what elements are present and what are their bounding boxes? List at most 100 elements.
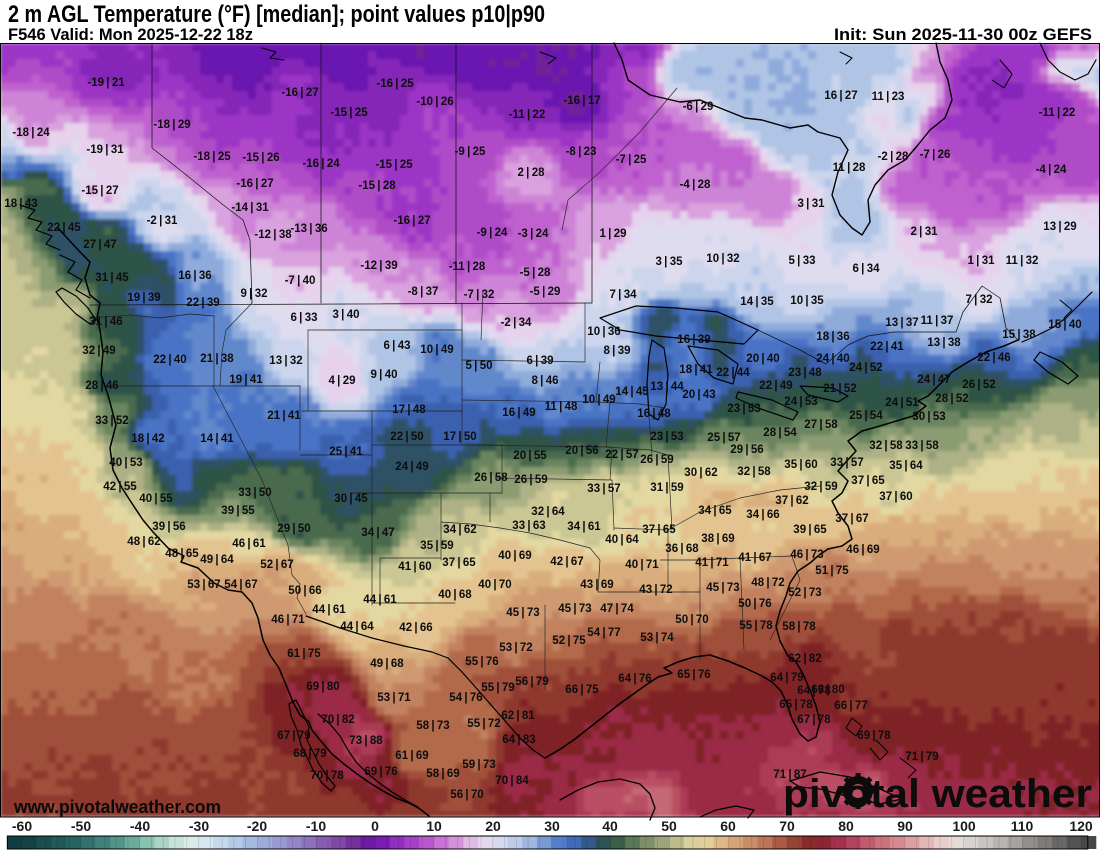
svg-text:35 | 60: 35 | 60: [784, 459, 817, 471]
svg-text:64 | 83: 64 | 83: [502, 734, 535, 746]
svg-text:40 | 69: 40 | 69: [498, 550, 531, 562]
svg-text:37 | 65: 37 | 65: [442, 557, 476, 569]
svg-text:-4 | 28: -4 | 28: [680, 179, 711, 191]
svg-text:-19 | 21: -19 | 21: [87, 77, 125, 89]
svg-text:-15 | 26: -15 | 26: [242, 152, 279, 164]
svg-text:18 | 43: 18 | 43: [4, 198, 37, 210]
svg-text:25 | 57: 25 | 57: [707, 432, 740, 444]
svg-text:14 | 45: 14 | 45: [615, 386, 649, 398]
svg-text:-50: -50: [71, 818, 91, 834]
svg-text:41 | 60: 41 | 60: [398, 561, 431, 573]
svg-text:5 | 50: 5 | 50: [465, 360, 492, 372]
svg-text:-16 | 27: -16 | 27: [281, 87, 318, 99]
svg-text:20: 20: [485, 818, 501, 834]
svg-text:15 | 40: 15 | 40: [1048, 319, 1081, 331]
svg-text:71 | 87: 71 | 87: [773, 769, 806, 781]
svg-text:-4 | 24: -4 | 24: [1036, 164, 1067, 176]
svg-text:10 | 36: 10 | 36: [587, 326, 620, 338]
svg-text:17 | 48: 17 | 48: [392, 404, 426, 416]
svg-text:16 | 36: 16 | 36: [178, 270, 211, 282]
svg-text:15 | 38: 15 | 38: [1002, 329, 1036, 341]
svg-text:33 | 50: 33 | 50: [238, 487, 271, 499]
svg-text:47 | 74: 47 | 74: [600, 603, 634, 615]
svg-text:43 | 69: 43 | 69: [580, 579, 613, 591]
svg-text:29 | 56: 29 | 56: [730, 444, 763, 456]
svg-text:33 | 63: 33 | 63: [512, 520, 545, 532]
svg-text:14 | 41: 14 | 41: [200, 433, 234, 445]
svg-text:-16 | 25: -16 | 25: [376, 78, 414, 90]
svg-text:30 | 53: 30 | 53: [912, 411, 945, 423]
svg-text:20 | 56: 20 | 56: [565, 445, 598, 457]
svg-text:69 | 80: 69 | 80: [306, 681, 339, 693]
svg-text:22 | 40: 22 | 40: [153, 354, 186, 366]
svg-text:17 | 50: 17 | 50: [443, 431, 476, 443]
svg-text:-60: -60: [12, 818, 32, 834]
svg-text:54 | 76: 54 | 76: [449, 692, 482, 704]
svg-text:41 | 67: 41 | 67: [738, 552, 771, 564]
svg-text:-40: -40: [130, 818, 150, 834]
svg-text:2 | 31: 2 | 31: [910, 226, 938, 238]
svg-text:110: 110: [1011, 818, 1034, 834]
svg-text:40 | 70: 40 | 70: [478, 579, 511, 591]
svg-text:-9 | 24: -9 | 24: [477, 227, 508, 239]
svg-text:37 | 67: 37 | 67: [835, 513, 868, 525]
svg-text:7 | 32: 7 | 32: [965, 294, 992, 306]
svg-text:www.pivotalweather.com: www.pivotalweather.com: [13, 797, 221, 817]
svg-text:39 | 56: 39 | 56: [152, 521, 185, 533]
svg-text:22 | 57: 22 | 57: [605, 449, 638, 461]
svg-text:40 | 64: 40 | 64: [605, 534, 639, 546]
svg-text:26 | 52: 26 | 52: [962, 379, 995, 391]
svg-text:-7 | 40: -7 | 40: [285, 275, 316, 287]
svg-text:16 | 48: 16 | 48: [637, 408, 671, 420]
svg-text:26 | 58: 26 | 58: [474, 472, 508, 484]
svg-text:6 | 34: 6 | 34: [852, 263, 880, 275]
svg-text:53 | 72: 53 | 72: [499, 642, 532, 654]
svg-text:-16 | 24: -16 | 24: [302, 158, 340, 170]
svg-text:22 | 45: 22 | 45: [47, 222, 81, 234]
svg-text:62 | 81: 62 | 81: [501, 710, 535, 722]
svg-text:2 | 28: 2 | 28: [517, 167, 545, 179]
svg-text:18 | 41: 18 | 41: [679, 364, 713, 376]
svg-text:42 | 66: 42 | 66: [399, 622, 432, 634]
svg-text:28 | 46: 28 | 46: [85, 380, 118, 392]
svg-text:55 | 76: 55 | 76: [465, 656, 498, 668]
svg-text:66 | 77: 66 | 77: [834, 700, 867, 712]
svg-text:10: 10: [426, 818, 442, 834]
svg-text:22 | 50: 22 | 50: [390, 431, 423, 443]
svg-text:65 | 78: 65 | 78: [779, 699, 813, 711]
svg-text:18 | 42: 18 | 42: [131, 433, 164, 445]
svg-text:39 | 55: 39 | 55: [221, 505, 255, 517]
svg-text:34 | 61: 34 | 61: [567, 521, 601, 533]
svg-text:3 | 35: 3 | 35: [655, 256, 683, 268]
svg-text:-10: -10: [306, 818, 326, 834]
svg-text:21 | 52: 21 | 52: [823, 383, 856, 395]
svg-text:10 | 49: 10 | 49: [582, 394, 615, 406]
svg-text:29 | 50: 29 | 50: [277, 523, 310, 535]
svg-text:8 | 46: 8 | 46: [531, 375, 558, 387]
svg-text:13 | 44: 13 | 44: [650, 381, 684, 393]
svg-text:10 | 32: 10 | 32: [706, 253, 739, 265]
svg-text:48 | 65: 48 | 65: [165, 548, 199, 560]
svg-text:27 | 47: 27 | 47: [83, 239, 116, 251]
svg-text:1 | 31: 1 | 31: [967, 255, 995, 267]
svg-text:13 | 37: 13 | 37: [885, 317, 918, 329]
svg-text:64 | 78: 64 | 78: [797, 685, 831, 697]
svg-text:120: 120: [1069, 818, 1093, 834]
svg-text:49 | 64: 49 | 64: [200, 554, 234, 566]
svg-text:2 m AGL Temperature (°F) [medi: 2 m AGL Temperature (°F) [median]; point…: [8, 1, 545, 28]
svg-text:46 | 71: 46 | 71: [271, 614, 305, 626]
svg-text:33 | 57: 33 | 57: [830, 457, 863, 469]
svg-text:10 | 49: 10 | 49: [420, 344, 453, 356]
svg-text:32 | 58: 32 | 58: [869, 440, 903, 452]
svg-text:9 | 32: 9 | 32: [240, 288, 267, 300]
svg-text:80: 80: [838, 818, 854, 834]
svg-text:pivotal weather: pivotal weather: [783, 772, 1092, 816]
svg-text:-13 | 36: -13 | 36: [290, 223, 327, 235]
svg-text:67 | 78: 67 | 78: [797, 714, 831, 726]
svg-text:38 | 69: 38 | 69: [701, 533, 734, 545]
svg-text:-7 | 32: -7 | 32: [464, 289, 495, 301]
svg-text:-5 | 29: -5 | 29: [530, 286, 561, 298]
svg-text:27 | 58: 27 | 58: [804, 419, 838, 431]
svg-text:-15 | 28: -15 | 28: [358, 180, 396, 192]
svg-text:-11 | 22: -11 | 22: [509, 109, 546, 121]
